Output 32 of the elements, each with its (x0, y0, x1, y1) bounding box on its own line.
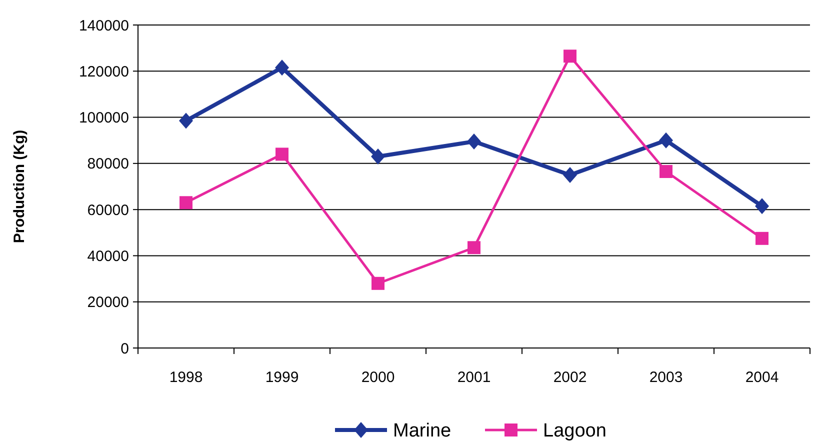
point (564, 50, 576, 63)
y-tick-label: 140000 (78, 17, 129, 34)
x-tick-label: 2000 (361, 369, 395, 386)
y-tick-label: 100000 (78, 110, 129, 127)
point (660, 165, 672, 178)
y-tick-label: 0 (120, 340, 129, 358)
legend-label: Marine (393, 420, 452, 441)
point (756, 232, 768, 245)
x-tick-label: 2003 (649, 369, 683, 386)
y-tick-label: 80000 (87, 156, 129, 173)
point (468, 241, 480, 254)
y-tick-label: 40000 (87, 248, 129, 265)
y-axis-title: Production (Kg) (11, 130, 28, 244)
y-tick-label: 60000 (87, 202, 129, 219)
y-tick-label: 120000 (78, 63, 129, 80)
x-tick-label: 2002 (553, 369, 587, 386)
point (275, 60, 289, 76)
point (180, 196, 192, 210)
point (371, 148, 385, 165)
point (179, 112, 193, 129)
legend-label: Lagoon (543, 420, 606, 441)
x-tick-label: 1998 (169, 369, 203, 386)
point (659, 132, 673, 148)
point (372, 276, 384, 290)
point (755, 198, 769, 214)
point (276, 148, 288, 161)
x-tick-label: 1999 (265, 369, 299, 386)
x-tick-label: 2004 (745, 369, 779, 386)
point (467, 134, 481, 150)
y-tick-label: 20000 (87, 294, 129, 312)
x-tick-label: 2001 (457, 369, 491, 386)
point (563, 166, 577, 183)
